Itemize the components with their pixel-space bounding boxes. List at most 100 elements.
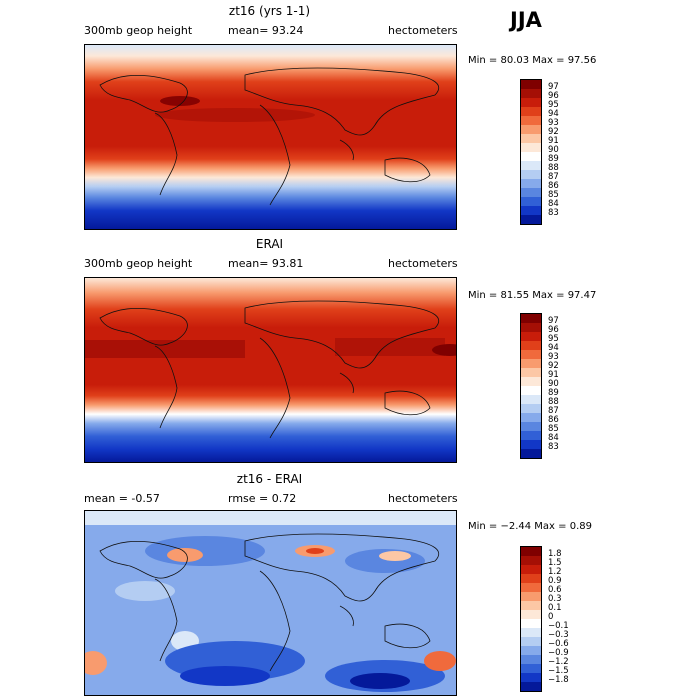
colorbar-cell (521, 368, 541, 377)
colorbar-tick-label: 85 (548, 424, 559, 434)
colorbar-tick-label: 83 (548, 208, 559, 218)
colorbar-cell (521, 125, 541, 134)
colorbar-cell (521, 574, 541, 583)
colorbar-tick-label: 0.6 (548, 585, 562, 595)
panel2-title: ERAI (255, 237, 284, 251)
colorbar-cell (521, 637, 541, 646)
panel3-mean-label: mean = -0.57 (84, 492, 160, 505)
colorbar-tick-label: 95 (548, 100, 559, 110)
colorbar-cell (521, 449, 541, 458)
panel3-minmax: Min = −2.44 Max = 0.89 (468, 521, 592, 532)
colorbar-tick-label: 91 (548, 370, 559, 380)
colorbar-cell (521, 188, 541, 197)
colorbar-tick-label: 94 (548, 343, 559, 353)
colorbar-tick-label: 85 (548, 190, 559, 200)
colorbar-tick-label: −0.6 (548, 639, 569, 649)
panel2-colorbar (520, 313, 542, 459)
colorbar-tick-label: 1.2 (548, 567, 562, 577)
panel1-minmax: Min = 80.03 Max = 97.56 (468, 55, 597, 66)
colorbar-cell (521, 98, 541, 107)
panel2-mean-label: mean= 93.81 (228, 257, 304, 270)
colorbar-tick-label: 1.8 (548, 549, 562, 559)
colorbar-cell (521, 161, 541, 170)
colorbar-tick-label: 93 (548, 352, 559, 362)
colorbar-tick-label: 1.5 (548, 558, 562, 568)
season-label: JJA (510, 8, 542, 32)
colorbar-tick-label: 88 (548, 163, 559, 173)
colorbar-tick-label: 90 (548, 145, 559, 155)
colorbar-tick-label: 86 (548, 181, 559, 191)
colorbar-tick-label: 92 (548, 127, 559, 137)
panel3-map (84, 510, 457, 696)
colorbar-cell (521, 655, 541, 664)
colorbar-cell (521, 89, 541, 98)
colorbar-cell (521, 619, 541, 628)
panel1-colorbar (520, 79, 542, 225)
colorbar-tick-label: 84 (548, 433, 559, 443)
colorbar-cell (521, 170, 541, 179)
colorbar-tick-label: 94 (548, 109, 559, 119)
colorbar-cell (521, 592, 541, 601)
panel1-title: zt16 (yrs 1-1) (228, 4, 311, 18)
colorbar-cell (521, 107, 541, 116)
colorbar-cell (521, 601, 541, 610)
colorbar-cell (521, 664, 541, 673)
colorbar-cell (521, 377, 541, 386)
colorbar-cell (521, 673, 541, 682)
colorbar-cell (521, 143, 541, 152)
colorbar-cell (521, 682, 541, 691)
colorbar-tick-label: 96 (548, 325, 559, 335)
colorbar-tick-label: 89 (548, 154, 559, 164)
colorbar-cell (521, 431, 541, 440)
colorbar-tick-label: 0.3 (548, 594, 562, 604)
colorbar-tick-label: −0.3 (548, 630, 569, 640)
colorbar-cell (521, 565, 541, 574)
panel3-title: zt16 - ERAI (236, 472, 303, 486)
panel1-map (84, 44, 457, 230)
panel1-variable-label: 300mb geop height (84, 24, 193, 37)
panel2-map (84, 277, 457, 463)
colorbar-cell (521, 440, 541, 449)
colorbar-tick-label: 93 (548, 118, 559, 128)
colorbar-tick-label: −1.2 (548, 657, 569, 667)
colorbar-tick-label: −1.8 (548, 675, 569, 685)
colorbar-cell (521, 386, 541, 395)
colorbar-cell (521, 323, 541, 332)
colorbar-cell (521, 583, 541, 592)
panel2-minmax: Min = 81.55 Max = 97.47 (468, 290, 597, 301)
colorbar-cell (521, 179, 541, 188)
panel3-units-label: hectometers (388, 492, 458, 505)
colorbar-cell (521, 341, 541, 350)
colorbar-cell (521, 404, 541, 413)
colorbar-cell (521, 350, 541, 359)
colorbar-cell (521, 359, 541, 368)
colorbar-cell (521, 152, 541, 161)
colorbar-cell (521, 332, 541, 341)
colorbar-tick-label: 0.9 (548, 576, 562, 586)
colorbar-cell (521, 422, 541, 431)
colorbar-cell (521, 314, 541, 323)
colorbar-tick-label: 88 (548, 397, 559, 407)
colorbar-tick-label: 90 (548, 379, 559, 389)
colorbar-cell (521, 206, 541, 215)
colorbar-cell (521, 215, 541, 224)
panel2-variable-label: 300mb geop height (84, 257, 193, 270)
colorbar-cell (521, 556, 541, 565)
colorbar-cell (521, 134, 541, 143)
colorbar-tick-label: 91 (548, 136, 559, 146)
colorbar-tick-label: 87 (548, 406, 559, 416)
colorbar-tick-label: 0 (548, 612, 554, 622)
colorbar-cell (521, 628, 541, 637)
colorbar-cell (521, 646, 541, 655)
panel1-mean-label: mean= 93.24 (228, 24, 304, 37)
colorbar-tick-label: 87 (548, 172, 559, 182)
colorbar-tick-label: 86 (548, 415, 559, 425)
colorbar-cell (521, 197, 541, 206)
colorbar-tick-label: −1.5 (548, 666, 569, 676)
colorbar-tick-label: 96 (548, 91, 559, 101)
colorbar-tick-label: 84 (548, 199, 559, 209)
colorbar-tick-label: 97 (548, 82, 559, 92)
colorbar-tick-label: 97 (548, 316, 559, 326)
colorbar-tick-label: 92 (548, 361, 559, 371)
colorbar-cell (521, 610, 541, 619)
